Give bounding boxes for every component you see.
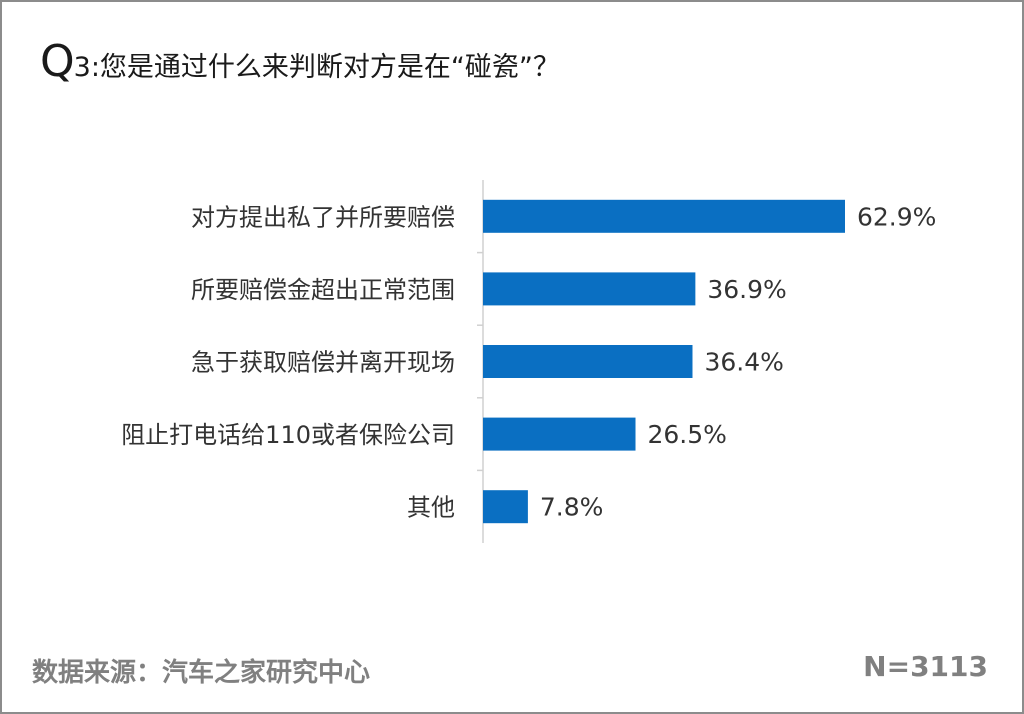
bar — [483, 490, 528, 524]
value-label: 36.4% — [704, 348, 783, 377]
value-label: 62.9% — [857, 202, 936, 231]
category-label: 其他 — [407, 494, 455, 522]
title-question-text: 3:您是通过什么来判断对方是在“碰瓷”？ — [73, 52, 560, 83]
data-source-note: 数据来源：汽车之家研究中心 — [32, 658, 371, 688]
sample-size: N=3113 — [863, 650, 988, 683]
bar — [483, 199, 845, 233]
chart-title: Q3:您是通过什么来判断对方是在“碰瓷”？ — [40, 36, 560, 87]
value-label: 26.5% — [648, 420, 727, 449]
category-label: 对方提出私了并所要赔偿 — [191, 203, 455, 231]
category-label: 急于获取赔偿并离开现场 — [191, 349, 455, 377]
title-q-letter: Q — [40, 36, 75, 87]
bar — [483, 345, 693, 378]
value-label: 36.9% — [707, 275, 786, 304]
bar — [483, 417, 636, 451]
value-label: 7.8% — [540, 493, 604, 522]
category-label: 所要赔偿金超出正常范围 — [191, 276, 455, 304]
category-label: 阻止打电话给110或者保险公司 — [121, 421, 455, 449]
bar — [483, 272, 696, 306]
